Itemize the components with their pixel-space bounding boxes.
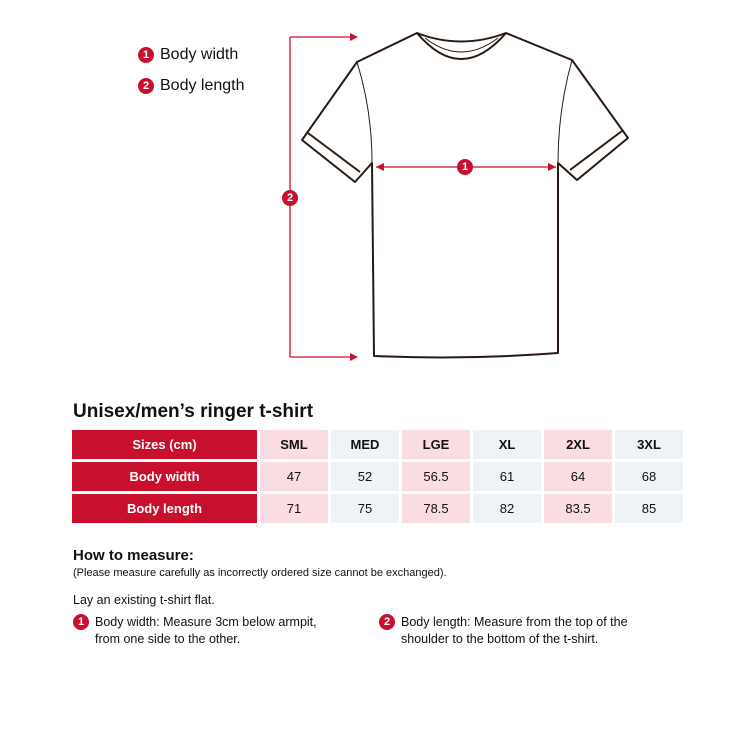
legend-item-body-length: 2 Body length [138, 77, 245, 95]
size-header: XL [473, 430, 541, 459]
step-text: Body width: Measure 3cm below armpit, [95, 615, 317, 629]
marker-1-badge: 1 [73, 614, 89, 630]
size-header: SML [260, 430, 328, 459]
cell: 78.5 [402, 494, 470, 523]
cell: 64 [544, 462, 612, 491]
table-header-row: Sizes (cm) SML MED LGE XL 2XL 3XL [72, 430, 683, 459]
cell: 71 [260, 494, 328, 523]
legend-label: Body width [160, 46, 239, 63]
cell: 52 [331, 462, 399, 491]
measure-note: (Please measure carefully as incorrectly… [73, 567, 447, 579]
size-header: MED [331, 430, 399, 459]
step-text: Body length: Measure from the top of the [401, 615, 628, 629]
legend: 1 Body width 2 Body length [138, 46, 245, 95]
marker-1-badge: 1 [457, 159, 473, 175]
row-label: Body width [72, 462, 257, 491]
size-header: LGE [402, 430, 470, 459]
cell: 47 [260, 462, 328, 491]
measure-intro: Lay an existing t-shirt flat. [73, 593, 215, 607]
measure-step-2: 2 Body length: Measure from the top of t… [379, 614, 628, 648]
cell: 61 [473, 462, 541, 491]
step-text: shoulder to the bottom of the t-shirt. [401, 632, 599, 646]
cell: 68 [615, 462, 683, 491]
size-header: 3XL [615, 430, 683, 459]
marker-2-badge: 2 [379, 614, 395, 630]
cell: 83.5 [544, 494, 612, 523]
marker-2-badge: 2 [138, 78, 154, 94]
tshirt-diagram [289, 32, 629, 361]
size-header: 2XL [544, 430, 612, 459]
cell: 75 [331, 494, 399, 523]
legend-label: Body length [160, 77, 245, 94]
table-row: Body width 47 52 56.5 61 64 68 [72, 462, 683, 491]
table-title: Unisex/men’s ringer t-shirt [73, 401, 314, 422]
size-chart-table: Sizes (cm) SML MED LGE XL 2XL 3XL Body w… [69, 427, 686, 526]
legend-item-body-width: 1 Body width [138, 46, 245, 64]
row-label: Body length [72, 494, 257, 523]
marker-2-badge: 2 [282, 190, 298, 206]
measure-step-1: 1 Body width: Measure 3cm below armpit, f… [73, 614, 317, 648]
step-text: from one side to the other. [95, 632, 241, 646]
table-row: Body length 71 75 78.5 82 83.5 85 [72, 494, 683, 523]
tshirt-outline [301, 32, 629, 359]
how-to-measure-heading: How to measure: [73, 547, 194, 564]
cell: 85 [615, 494, 683, 523]
cell: 82 [473, 494, 541, 523]
header-cell: Sizes (cm) [72, 430, 257, 459]
cell: 56.5 [402, 462, 470, 491]
marker-1-badge: 1 [138, 47, 154, 63]
